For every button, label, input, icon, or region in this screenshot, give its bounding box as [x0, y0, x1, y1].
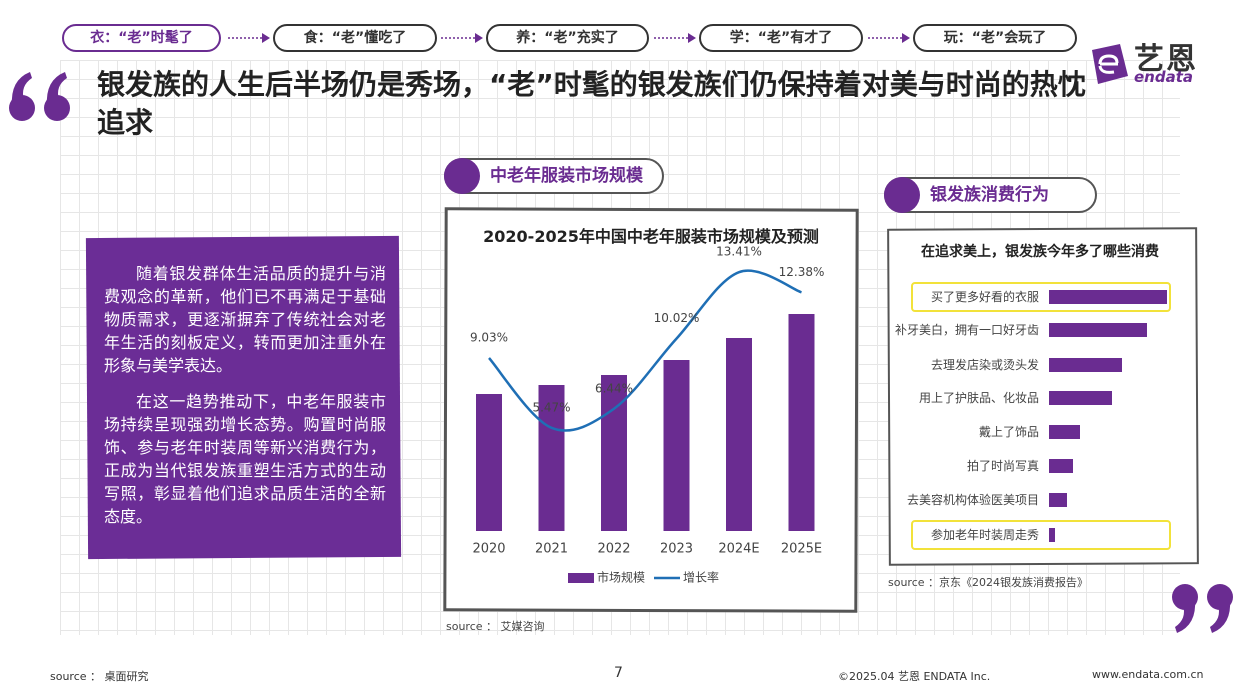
nav-tab: 养：“老”充实了 — [486, 24, 649, 52]
x-tick-label: 2020 — [472, 542, 505, 557]
bar — [663, 360, 690, 531]
bar — [1049, 459, 1073, 473]
site-url: www.endata.com.cn — [1092, 668, 1204, 681]
legend-label: 增长率 — [683, 570, 719, 585]
category-label: 戴上了饰品 — [978, 424, 1039, 439]
bar — [538, 385, 565, 531]
section-tag: 银发族消费行为 — [884, 177, 1097, 213]
nav-tab: 衣：“老”时髦了 — [62, 24, 221, 52]
page-number: 7 — [614, 665, 623, 681]
bar — [1049, 425, 1080, 439]
chart-source: source ： 艾媒咨询 — [446, 619, 545, 633]
logo-en: endata — [1134, 68, 1194, 86]
nav-tab: 玩：“老”会玩了 — [913, 24, 1077, 52]
quote-open — [9, 72, 70, 121]
copyright: ©2025.04 艺恩 ENDATA Inc. — [838, 670, 991, 683]
highlight-box — [911, 520, 1171, 550]
intro-paragraph: 在这一趋势推动下，中老年服装市场持续呈现强劲增长态势。购置时尚服饰、参与老年时装… — [104, 392, 386, 526]
data-label: 10.02% — [654, 311, 700, 325]
category-label: 补牙美白，拥有一口好牙齿 — [894, 322, 1039, 337]
logo-name: 艺恩 — [1134, 42, 1198, 77]
section-label: 中老年服装市场规模 — [490, 166, 643, 186]
category-label: 参加老年时装周走秀 — [930, 527, 1039, 542]
x-tick-label: 2021 — [535, 542, 568, 557]
x-tick-label: 2025E — [781, 542, 822, 557]
legend-label: 市场规模 — [597, 570, 645, 585]
category-label: 去美容机构体验医美项目 — [906, 492, 1039, 507]
nav-tab: 学：“老”有才了 — [699, 24, 863, 52]
quote-close — [1172, 584, 1233, 633]
data-label: 12.38% — [779, 265, 825, 279]
category-label: 拍了时尚写真 — [966, 458, 1039, 473]
bar — [1049, 528, 1055, 542]
nav-arrowheads — [262, 33, 910, 43]
nav-tab: 食：“老”懂吃了 — [273, 24, 437, 52]
bar — [1049, 323, 1147, 337]
intro-paragraph: 随着银发群体生活品质的提升与消费观念的革新，他们已不再满足于基础物质需求，更逐渐… — [104, 264, 386, 375]
bar — [726, 338, 752, 531]
bar — [476, 394, 502, 531]
logo-icon — [1092, 44, 1128, 84]
highlight-box — [911, 282, 1171, 312]
bar — [601, 375, 627, 531]
chart-title: 在追求美上，银发族今年多了哪些消费 — [921, 243, 1159, 260]
footer-source: source ： 桌面研究 — [50, 670, 149, 683]
x-tick-label: 2023 — [660, 542, 693, 557]
category-label: 去理发店染或烫头发 — [930, 357, 1039, 372]
bar — [1049, 290, 1167, 304]
data-label: 6.44% — [595, 381, 633, 395]
intro-text: 随着银发群体生活品质的提升与消费观念的革新，他们已不再满足于基础物质需求，更逐渐… — [104, 262, 386, 528]
category-label: 用上了护肤品、化妆品 — [918, 390, 1039, 405]
legend-swatch — [568, 573, 594, 583]
x-tick-label: 2022 — [597, 542, 630, 557]
section-label: 银发族消费行为 — [930, 185, 1049, 205]
bar — [1049, 391, 1112, 405]
data-label: 9.03% — [470, 331, 508, 345]
section-tag: 中老年服装市场规模 — [444, 158, 664, 194]
chart-source: source ：京东《2024银发族消费报告》 — [888, 575, 1088, 589]
bar — [788, 314, 815, 531]
x-tick-label: 2024E — [718, 542, 759, 557]
headline: 银发族的人生后半场仍是秀场，“老”时髦的银发族们仍保持着对美与时尚的热忱追求 — [97, 68, 1086, 139]
data-label: 13.41% — [716, 245, 762, 259]
chart-title: 2020-2025年中国中老年服装市场规模及预测 — [483, 227, 819, 246]
bar — [1049, 493, 1067, 507]
growth-line — [488, 269, 802, 432]
data-label: 5.47% — [532, 400, 570, 414]
category-label: 买了更多好看的衣服 — [930, 289, 1039, 304]
bar — [1049, 358, 1122, 372]
